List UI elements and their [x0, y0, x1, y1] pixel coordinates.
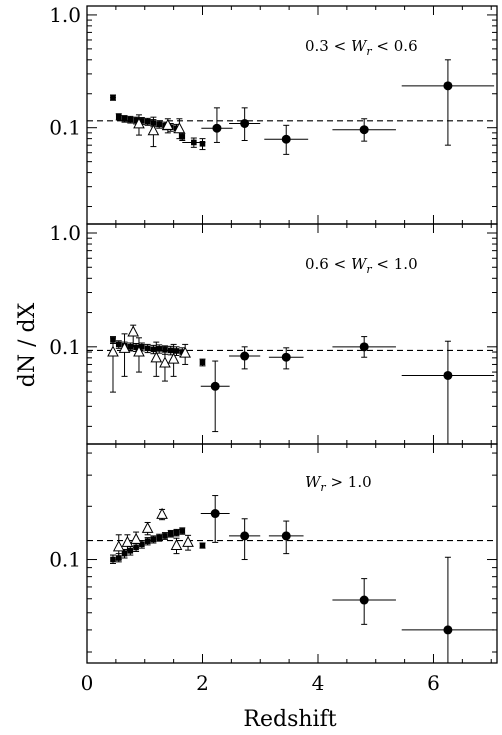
y-tick-label: 1.0 — [49, 3, 81, 27]
data-point-square — [173, 529, 180, 536]
data-point-circle — [210, 509, 220, 519]
data-point-square — [144, 118, 151, 125]
data-point-square — [167, 347, 174, 354]
annotation-sub: r — [366, 45, 372, 58]
data-point-square — [199, 359, 206, 366]
data-point-square — [167, 530, 174, 537]
data-point-square — [156, 346, 162, 352]
x-tick-label: 6 — [427, 671, 440, 695]
y-tick-label: 0.1 — [49, 548, 81, 572]
data-point-triangle — [130, 532, 142, 544]
data-point-square — [199, 140, 206, 147]
panel-annotation: 0.6 < Wr < 1.0 — [305, 255, 418, 276]
data-point-square — [127, 116, 134, 123]
data-point-triangle — [156, 507, 168, 519]
data-point-square — [144, 538, 151, 544]
data-point-square — [115, 341, 122, 348]
data-point-square — [173, 348, 180, 354]
data-point-square — [179, 134, 186, 140]
data-point-circle — [359, 125, 369, 135]
data-point-square — [179, 349, 186, 355]
y-tick-label: 0.1 — [49, 335, 81, 359]
data-point-square — [110, 94, 116, 101]
data-point-circle — [212, 123, 222, 133]
data-point-circle — [359, 595, 369, 605]
data-point-circle — [210, 381, 220, 391]
data-point-square — [150, 536, 157, 543]
panel-annotation: 0.3 < Wr < 0.6 — [305, 37, 418, 58]
data-point-square — [121, 550, 128, 557]
annotation-suffix: < 1.0 — [372, 255, 418, 273]
plot-frame — [86, 5, 498, 225]
data-point-square — [150, 346, 157, 353]
y-axis-title: dN / dX — [15, 302, 40, 387]
data-point-circle — [359, 342, 369, 352]
data-point-circle — [281, 352, 291, 362]
panel-3: 0.1 0 2 4 6 Wr > 1.0 — [49, 443, 498, 695]
x-axis-title: Redshift — [243, 707, 336, 732]
annotation-sub: r — [320, 481, 326, 494]
data-point-triangle — [182, 535, 194, 547]
data-point-square — [144, 345, 151, 352]
data-point-square — [139, 541, 145, 548]
data-point-triangle — [150, 351, 163, 363]
panel-annotation: Wr > 1.0 — [305, 473, 372, 494]
y-tick-label: 1.0 — [49, 221, 81, 245]
annotation-w: W — [351, 37, 368, 55]
data-point-triangle — [179, 346, 191, 358]
data-point-square — [179, 528, 186, 534]
panels: 0.1 1.0 0.3 < Wr < 0.6 0.1 1.0 0.6 < Wr < 1.0… — [49, 3, 498, 695]
y-tick-label: 0.1 — [49, 116, 81, 140]
data-point-circle — [281, 134, 291, 144]
annotation-suffix: < 0.6 — [372, 37, 418, 55]
data-point-square — [139, 118, 145, 124]
data-point-square — [121, 115, 128, 122]
data-point-square — [115, 113, 122, 120]
data-point-triangle — [162, 118, 174, 130]
data-point-circle — [240, 531, 250, 541]
data-point-circle — [281, 531, 291, 541]
panel-1: 0.1 1.0 0.3 < Wr < 0.6 — [49, 3, 498, 225]
data-point-circle — [240, 118, 250, 128]
annotation-w: W — [351, 255, 368, 273]
data-point-triangle — [133, 117, 145, 129]
x-tick-label: 4 — [312, 671, 325, 695]
data-point-triangle — [170, 538, 183, 551]
data-point-square — [191, 139, 197, 146]
plot-frame — [86, 223, 498, 445]
annotation-sub: r — [366, 263, 372, 276]
data-point-square — [133, 117, 139, 124]
data-point-triangle — [147, 124, 160, 136]
x-tick-label: 2 — [196, 671, 209, 695]
data-point-triangle — [112, 540, 125, 552]
annotation-suffix: > 1.0 — [326, 473, 372, 491]
annotation-prefix: 0.3 < — [305, 37, 351, 55]
data-point-circle — [443, 625, 453, 635]
data-point-square — [110, 556, 116, 563]
data-point-square — [156, 121, 162, 128]
data-point-triangle — [173, 122, 186, 134]
data-point-circle — [443, 370, 453, 380]
x-tick-label: 0 — [81, 671, 94, 695]
data-point-square — [139, 344, 145, 350]
data-point-triangle — [141, 521, 154, 533]
plot-frame — [86, 443, 498, 664]
data-point-triangle — [121, 535, 134, 547]
data-point-circle — [443, 81, 453, 91]
data-point-triangle — [133, 345, 145, 357]
data-point-square — [199, 542, 206, 549]
data-point-triangle — [107, 345, 119, 357]
panel-2: 0.1 1.0 0.6 < Wr < 1.0 — [49, 221, 498, 445]
data-point-triangle — [127, 325, 140, 337]
data-point-triangle — [167, 352, 180, 364]
data-point-triangle — [159, 356, 171, 368]
data-point-triangle — [118, 341, 131, 353]
annotation-prefix: 0.6 < — [305, 255, 351, 273]
data-point-square — [156, 534, 162, 541]
data-point-circle — [240, 351, 250, 361]
annotation-w: W — [305, 473, 322, 491]
data-point-square — [162, 533, 168, 539]
